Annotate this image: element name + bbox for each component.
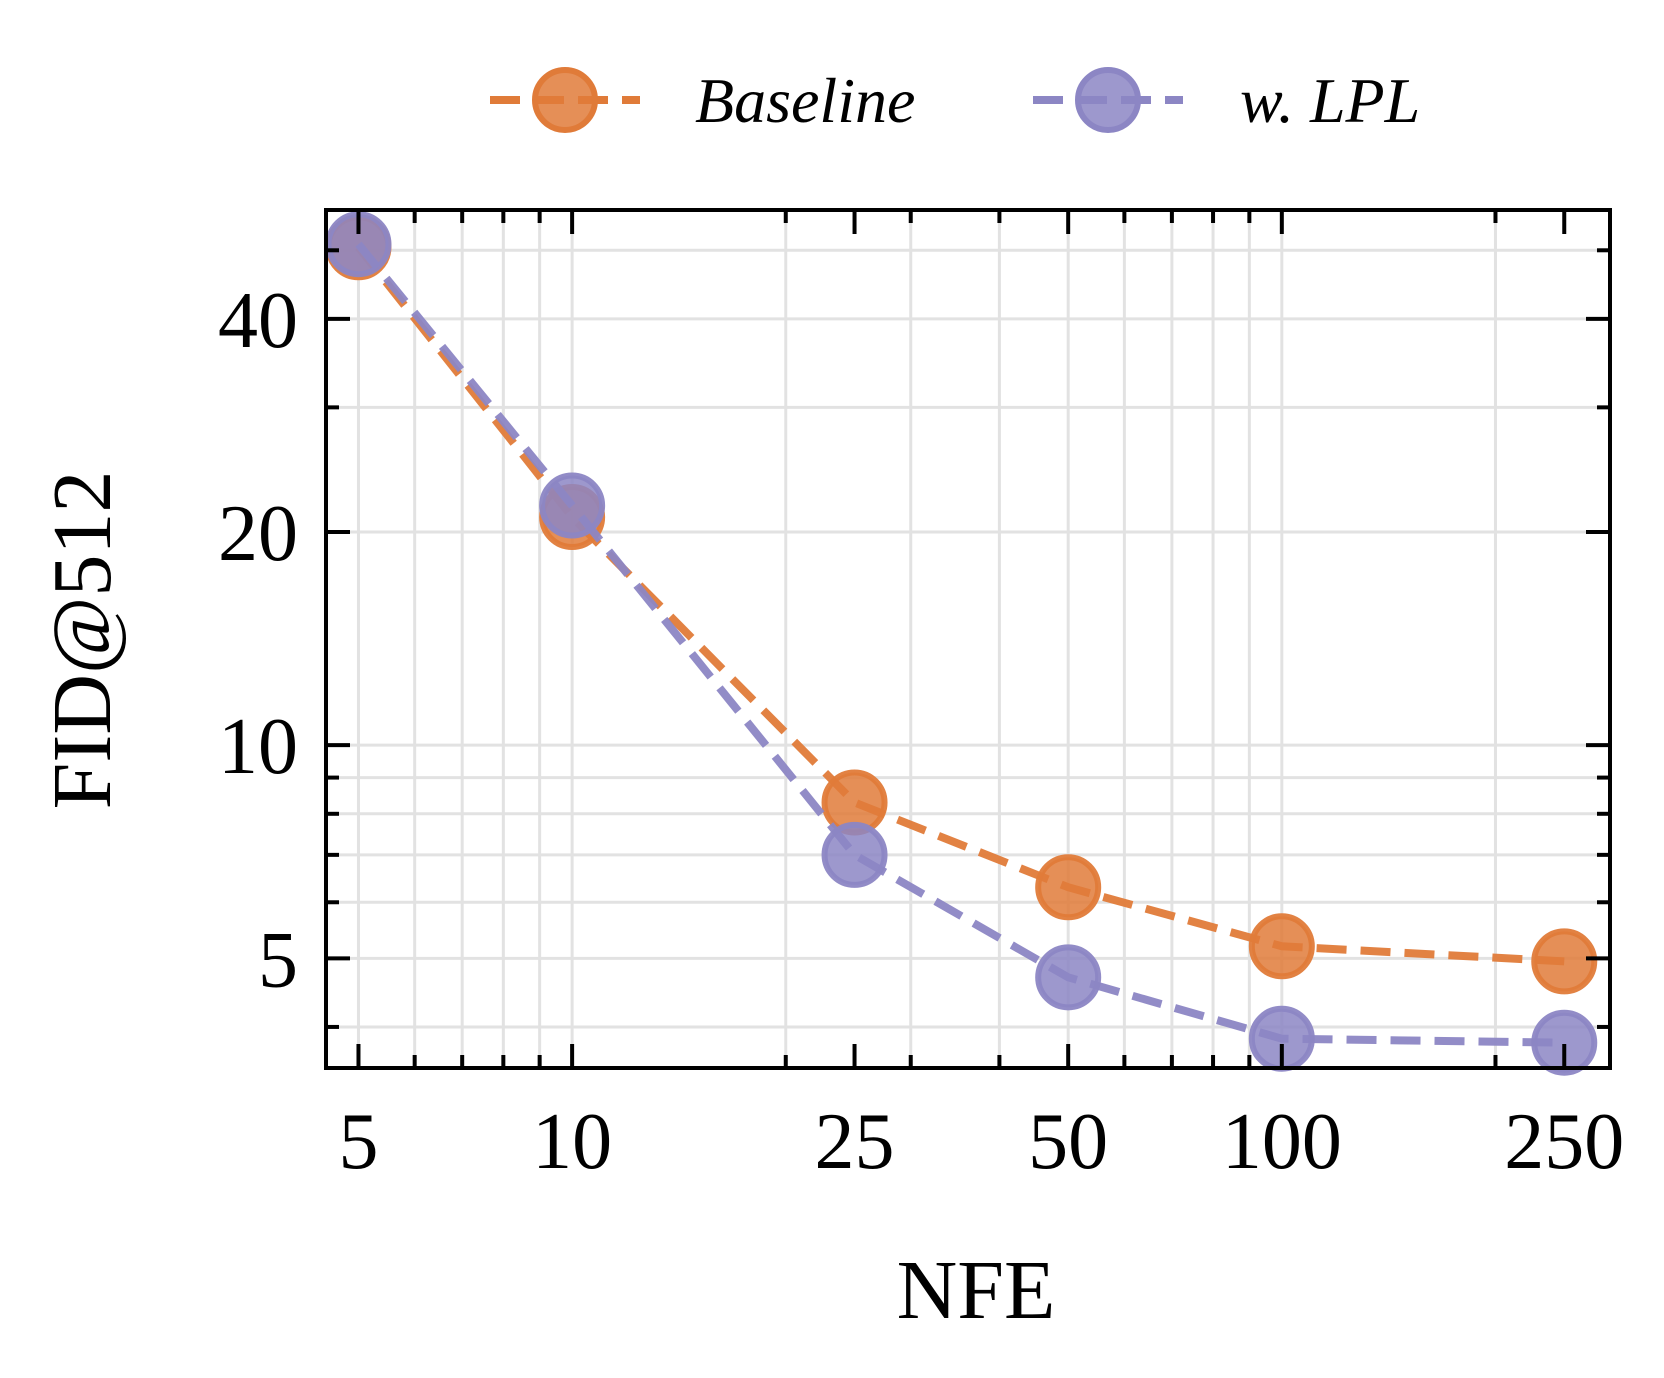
legend-item-baseline: Baseline	[490, 65, 915, 136]
legend-marker	[532, 67, 598, 133]
x-tick-label: 25	[815, 1098, 895, 1186]
legend-marker	[1075, 67, 1141, 133]
y-tick-label: 20	[218, 490, 298, 578]
series-line	[355, 244, 1565, 966]
series-line	[355, 241, 1565, 1047]
y-tick-label: 10	[218, 703, 298, 791]
legend-item-lpl: w. LPL	[1033, 65, 1420, 136]
legend-label: w. LPL	[1240, 65, 1420, 136]
data-point	[1248, 913, 1315, 980]
legend: Baseline w. LPL	[490, 65, 1420, 136]
x-tick-label: 10	[532, 1098, 612, 1186]
grid	[326, 210, 1610, 1068]
data-point	[1035, 854, 1102, 921]
x-tick-label: 250	[1504, 1098, 1624, 1186]
series-group	[325, 211, 1598, 1076]
y-axis-title: FID@512	[36, 471, 129, 810]
data-point	[1035, 944, 1102, 1011]
x-axis-title: NFE	[897, 1244, 1056, 1337]
x-tick-label: 5	[338, 1098, 378, 1186]
data-point	[821, 821, 888, 888]
y-tick-label: 40	[218, 277, 298, 365]
series-baseline	[325, 214, 1598, 995]
plot-frame	[324, 208, 1612, 1070]
series-lpl	[325, 211, 1598, 1076]
data-point	[1531, 928, 1598, 995]
y-tick-label: 5	[258, 916, 298, 1004]
legend-label: Baseline	[695, 65, 915, 136]
data-point	[539, 472, 606, 539]
x-tick-label: 100	[1222, 1098, 1342, 1186]
data-point	[1531, 1009, 1598, 1076]
axes: 5 10 25 50 100 250 5 10 20 40	[218, 208, 1624, 1186]
x-tick-label: 50	[1028, 1098, 1108, 1186]
